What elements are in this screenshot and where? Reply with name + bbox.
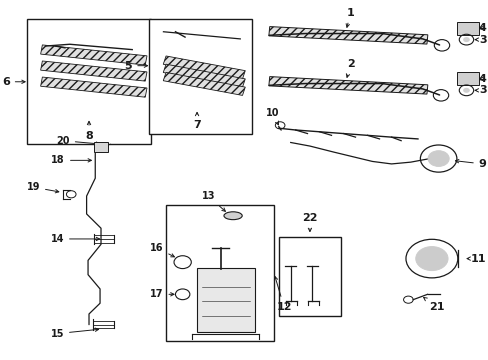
Text: 14: 14 (50, 234, 100, 244)
Ellipse shape (224, 212, 242, 220)
Bar (163, 72, 245, 95)
Text: 5: 5 (124, 61, 147, 71)
Text: 4: 4 (478, 74, 486, 84)
Text: 22: 22 (302, 213, 317, 231)
Bar (163, 64, 245, 87)
Bar (26, 19, 151, 144)
Text: 10: 10 (265, 108, 279, 125)
Bar (41, 61, 147, 81)
FancyBboxPatch shape (197, 267, 254, 332)
Bar (268, 27, 427, 44)
Circle shape (415, 247, 447, 271)
Text: 11: 11 (466, 253, 486, 264)
Bar (163, 56, 245, 79)
Bar (149, 19, 252, 134)
Text: 12: 12 (274, 276, 291, 312)
FancyBboxPatch shape (456, 22, 478, 35)
Text: 13: 13 (202, 192, 225, 211)
Bar (41, 77, 147, 97)
Text: 21: 21 (423, 297, 444, 312)
Text: 8: 8 (85, 121, 93, 141)
Text: 1: 1 (346, 8, 354, 27)
Text: 3: 3 (474, 85, 486, 95)
Text: 16: 16 (150, 243, 174, 257)
Text: 3: 3 (474, 35, 486, 45)
Circle shape (462, 88, 469, 93)
Circle shape (462, 37, 469, 42)
Text: 7: 7 (193, 112, 201, 130)
Bar (165, 205, 273, 341)
Text: 15: 15 (50, 328, 99, 339)
Text: 18: 18 (51, 156, 91, 165)
Bar (278, 237, 341, 316)
Text: 6: 6 (2, 77, 25, 87)
Text: 2: 2 (346, 59, 354, 77)
Text: 4: 4 (478, 23, 486, 33)
Circle shape (427, 151, 448, 166)
Text: 19: 19 (26, 182, 59, 193)
Text: 9: 9 (454, 159, 486, 169)
Bar (94, 143, 108, 153)
Bar (268, 77, 427, 94)
Text: 20: 20 (56, 136, 100, 146)
FancyBboxPatch shape (456, 72, 478, 85)
Bar (41, 45, 147, 65)
Text: 17: 17 (150, 289, 174, 299)
